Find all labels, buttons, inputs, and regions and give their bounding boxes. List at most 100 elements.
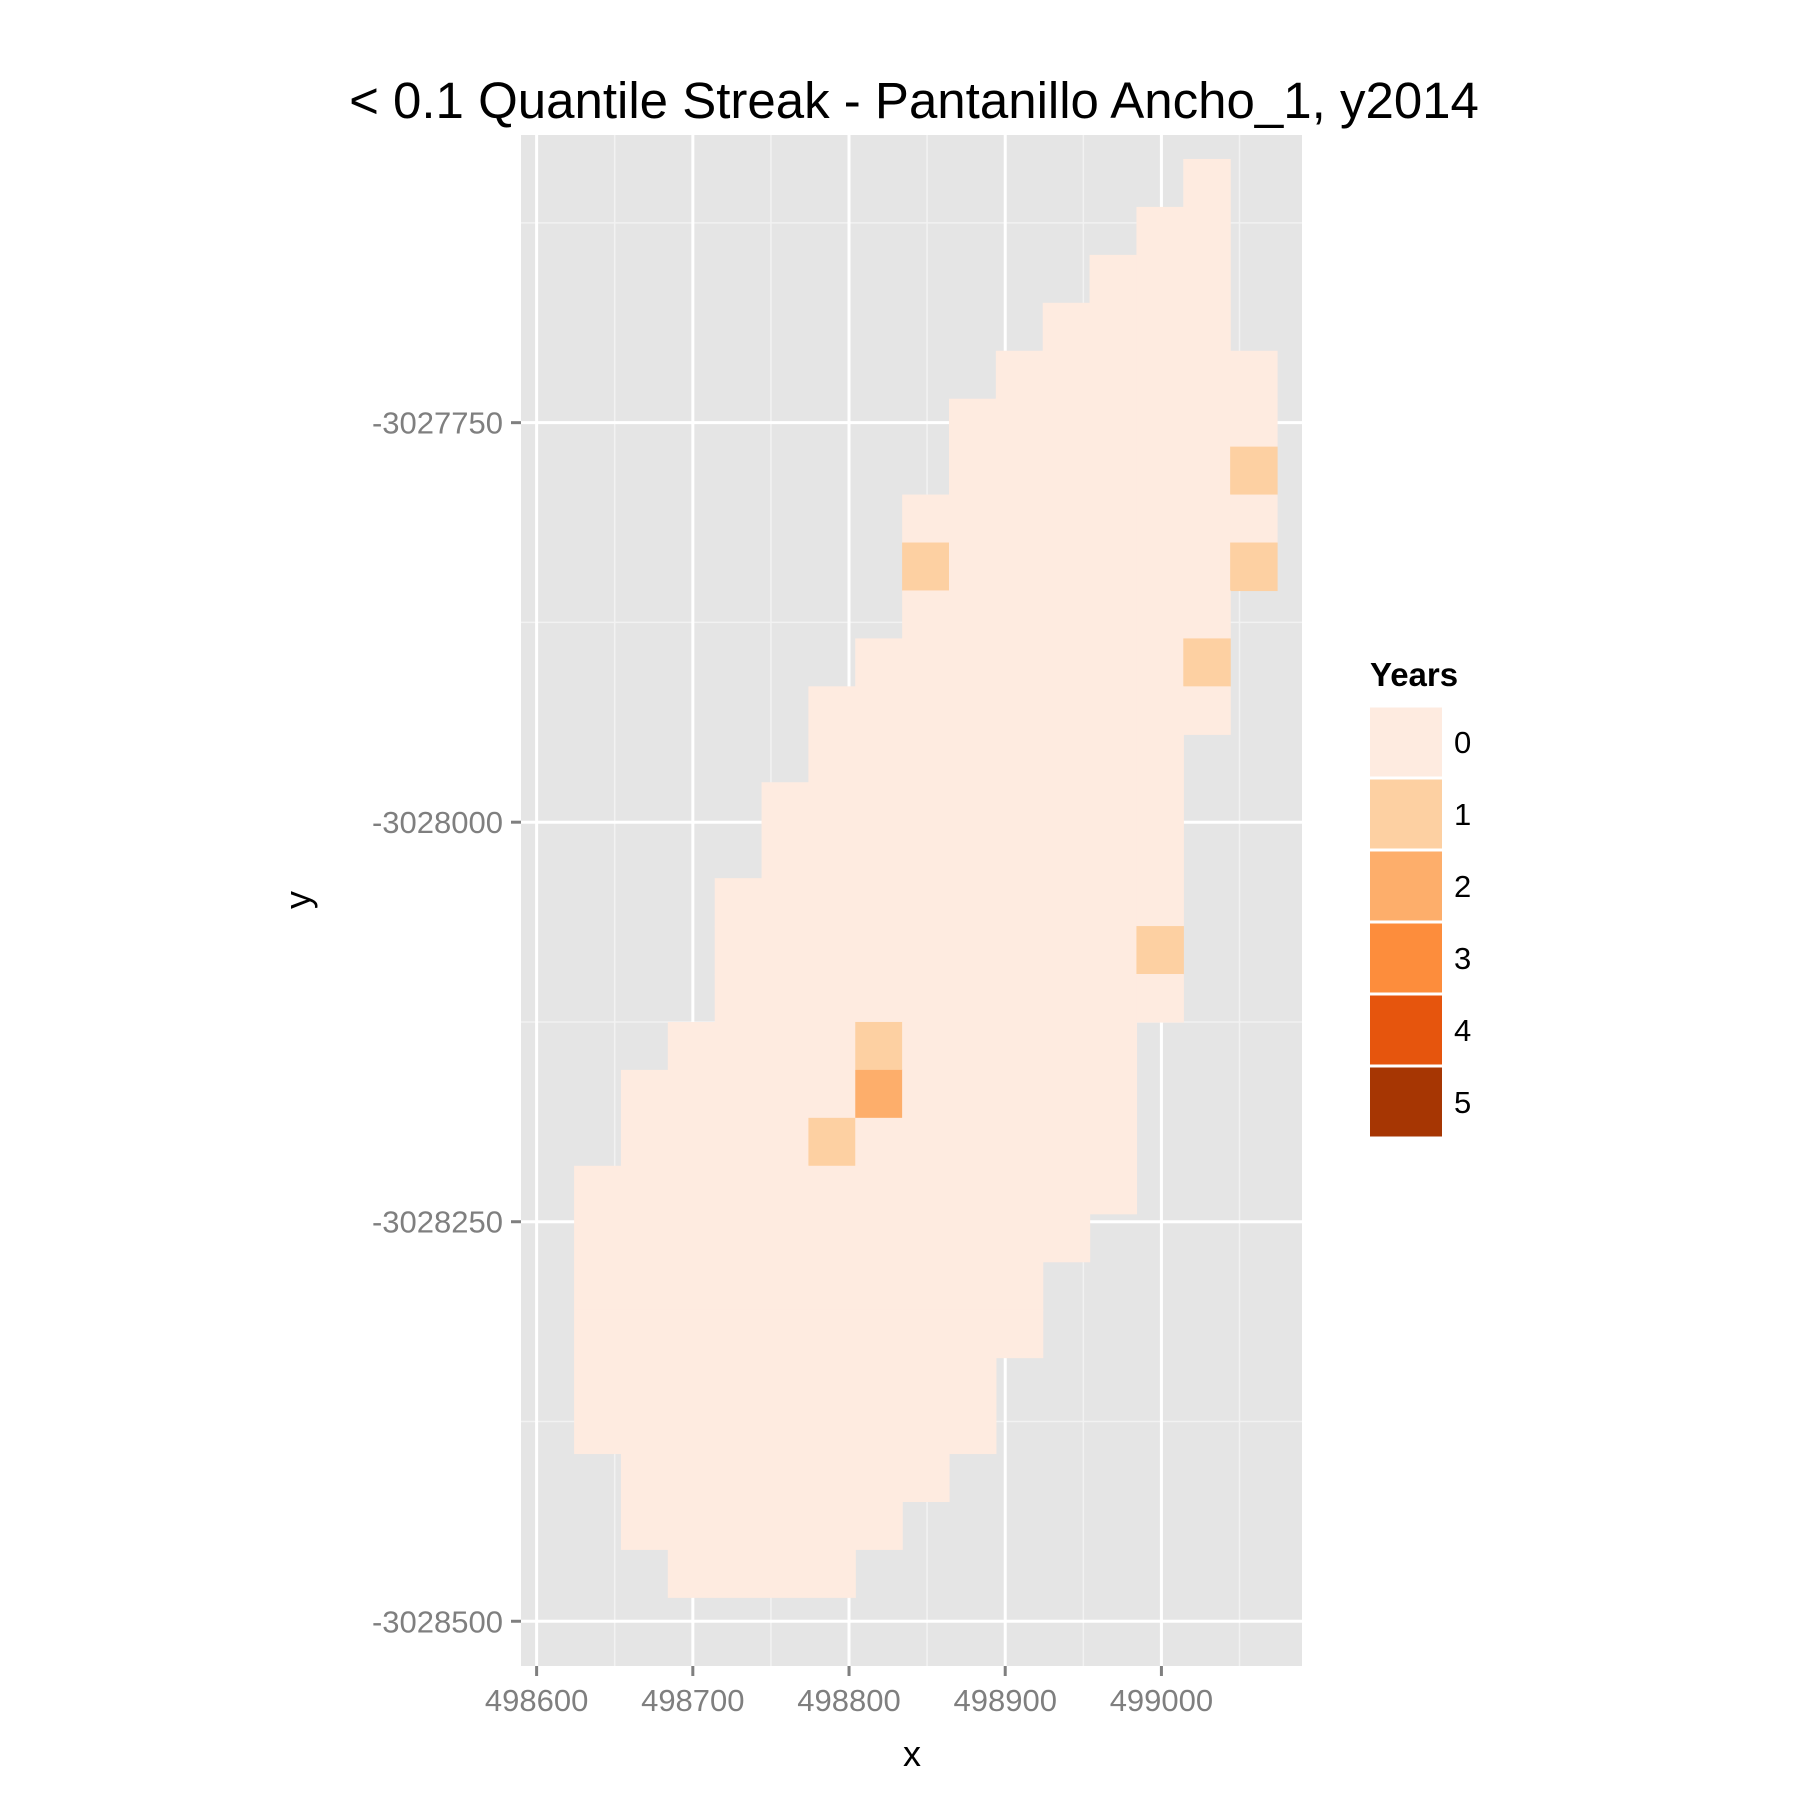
- x-tick-label: 498900: [953, 1683, 1056, 1718]
- tile: [1183, 542, 1231, 592]
- tile: [1136, 494, 1184, 544]
- tile: [948, 878, 997, 927]
- legend: Years 0 1 2 3 4 5: [1370, 656, 1471, 1137]
- tile: [855, 782, 903, 831]
- tile: [667, 1213, 716, 1263]
- tile: [855, 734, 903, 783]
- tile: [902, 590, 950, 639]
- tile: [714, 974, 763, 1023]
- tile: [948, 638, 997, 687]
- tile: [808, 686, 856, 735]
- tile: [808, 878, 856, 927]
- tile: [574, 1405, 622, 1455]
- tile: [620, 1501, 669, 1550]
- tile: [902, 734, 950, 783]
- tile: [808, 1309, 856, 1359]
- y-tick-label: -3028000: [372, 805, 503, 840]
- tile: [995, 1261, 1044, 1311]
- tile-years-1: [902, 542, 950, 592]
- tile: [1183, 302, 1231, 352]
- tile: [574, 1213, 622, 1263]
- tile: [1183, 206, 1231, 256]
- legend-label: 2: [1454, 869, 1471, 904]
- tile: [995, 350, 1044, 400]
- y-axis-title: y: [277, 891, 318, 909]
- tile: [855, 926, 903, 975]
- tile: [808, 1069, 856, 1119]
- tile: [620, 1405, 669, 1455]
- legend-key: [1370, 707, 1442, 777]
- tile: [761, 926, 810, 975]
- legend-label: 4: [1454, 1013, 1471, 1048]
- tile: [902, 686, 950, 735]
- tile: [1089, 1069, 1138, 1119]
- tile: [855, 1405, 903, 1455]
- tile: [808, 1549, 856, 1598]
- tile: [1042, 782, 1091, 831]
- tile: [1136, 206, 1184, 256]
- tile: [714, 1405, 763, 1455]
- legend-title: Years: [1370, 656, 1458, 693]
- tile: [948, 1357, 997, 1407]
- tile: [808, 1501, 856, 1550]
- tile: [1136, 302, 1184, 352]
- tile-years-1: [1230, 542, 1278, 592]
- tile: [761, 1069, 810, 1119]
- legend-key: [1370, 923, 1442, 993]
- tile: [714, 1165, 763, 1215]
- y-tick-label: -3028250: [372, 1205, 503, 1240]
- tile: [1230, 398, 1278, 448]
- tile: [1089, 782, 1138, 831]
- tile: [1136, 254, 1184, 304]
- tile: [995, 1117, 1044, 1167]
- tile: [714, 1501, 763, 1550]
- legend-label: 5: [1454, 1085, 1471, 1120]
- tile: [714, 1357, 763, 1407]
- tile: [902, 1213, 950, 1263]
- tile: [948, 974, 997, 1023]
- tile: [995, 1021, 1044, 1071]
- tile: [855, 1357, 903, 1407]
- tile: [1136, 398, 1184, 448]
- tile: [761, 1117, 810, 1167]
- tile: [714, 1453, 763, 1502]
- tile: [855, 1117, 903, 1167]
- tile: [1089, 638, 1138, 687]
- tile: [995, 1213, 1044, 1263]
- tile: [808, 734, 856, 783]
- tile: [620, 1069, 669, 1119]
- x-tick-labels: 498600 498700 498800 498900 499000: [485, 1683, 1213, 1718]
- tile: [948, 830, 997, 879]
- tile: [1089, 446, 1138, 496]
- tile: [1089, 1165, 1138, 1215]
- tile: [995, 782, 1044, 831]
- tile: [1183, 254, 1231, 304]
- tile: [948, 590, 997, 639]
- tile: [1089, 878, 1138, 927]
- tile: [808, 974, 856, 1023]
- tile: [1042, 542, 1091, 592]
- tile: [1042, 590, 1091, 639]
- tile: [714, 1261, 763, 1311]
- tile: [1230, 350, 1278, 400]
- tile: [995, 1069, 1044, 1119]
- tile: [667, 1117, 716, 1167]
- tile: [948, 1021, 997, 1071]
- tile: [620, 1213, 669, 1263]
- tile: [1042, 398, 1091, 448]
- tile: [1089, 1021, 1138, 1071]
- tile: [855, 1165, 903, 1215]
- tile: [667, 1357, 716, 1407]
- tile: [1042, 926, 1091, 975]
- tile: [948, 1165, 997, 1215]
- tile: [902, 1261, 950, 1311]
- tile: [667, 1021, 716, 1071]
- tile: [995, 926, 1044, 975]
- tile: [1042, 1117, 1091, 1167]
- tile: [995, 638, 1044, 687]
- tile: [1089, 974, 1138, 1023]
- x-tick-label: 498600: [485, 1683, 588, 1718]
- tile: [948, 1069, 997, 1119]
- tile: [667, 1453, 716, 1502]
- legend-key: [1370, 851, 1442, 921]
